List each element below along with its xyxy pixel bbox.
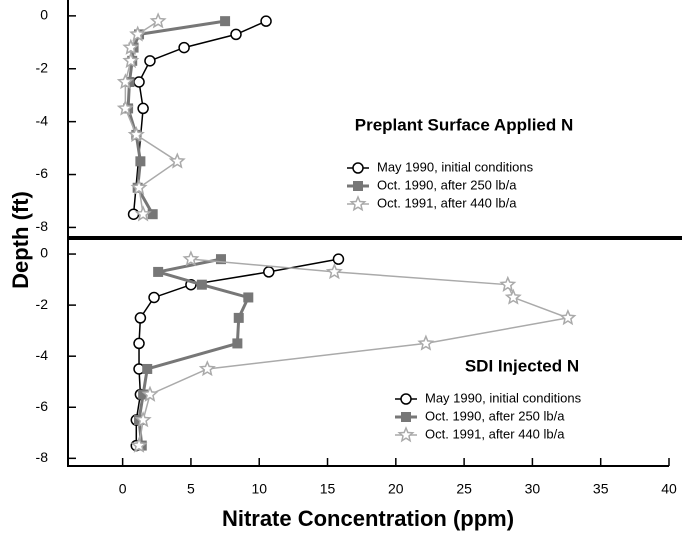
data-point [233, 312, 244, 323]
panel-title: Preplant Surface Applied N [355, 115, 574, 134]
series-line [135, 258, 339, 446]
data-point [198, 360, 216, 377]
x-tick-label: 35 [593, 481, 609, 497]
data-point [168, 152, 186, 169]
data-point [129, 25, 147, 42]
legend-label: Oct. 1990, after 250 lb/a [377, 177, 517, 192]
data-point [138, 389, 149, 400]
series-line [137, 257, 251, 446]
data-point [260, 15, 272, 27]
data-point [116, 99, 134, 116]
data-point [133, 337, 145, 350]
data-point [130, 178, 148, 195]
data-point [137, 102, 149, 115]
data-point [220, 16, 231, 27]
x-tick-label: 5 [187, 481, 195, 497]
data-point [134, 411, 152, 428]
y-tick-label: -8 [36, 218, 49, 234]
data-point [196, 279, 207, 290]
y-tick-label: -2 [36, 59, 49, 75]
data-point [147, 209, 158, 220]
legend-marker [401, 412, 411, 422]
data-point [504, 288, 522, 305]
data-point [153, 266, 164, 277]
data-point [332, 253, 345, 265]
legend-label: Oct. 1990, after 250 lb/a [425, 408, 565, 423]
y-tick-label: -6 [36, 165, 49, 181]
data-point [134, 205, 152, 222]
x-tick-label: 10 [251, 481, 267, 497]
data-point [232, 338, 243, 349]
y-tick-label: -2 [36, 296, 49, 312]
data-point [134, 312, 147, 324]
legend-label: Oct. 1991, after 440 lb/a [425, 426, 565, 441]
x-axis-label: Nitrate Concentration (ppm) [222, 506, 514, 531]
x-tick-label: 40 [661, 481, 677, 497]
data-point [133, 76, 145, 88]
legend-label: Oct. 1991, after 440 lb/a [377, 195, 517, 210]
legend-label: May 1990, initial conditions [377, 159, 534, 174]
panel-title: SDI Injected N [465, 356, 579, 375]
legend-marker [397, 426, 415, 443]
data-point [141, 385, 159, 402]
y-tick-label: -4 [36, 347, 49, 363]
x-tick-label: 30 [525, 481, 541, 497]
data-point [122, 38, 140, 55]
y-axis-label: Depth (ft) [8, 191, 33, 289]
x-tick-label: 25 [456, 481, 472, 497]
y-tick-label: -6 [36, 398, 49, 414]
legend-marker [353, 181, 363, 191]
legend-label: May 1990, initial conditions [425, 390, 582, 405]
legend-marker [352, 162, 364, 174]
data-point [144, 55, 156, 67]
x-tick-label: 15 [320, 481, 336, 497]
y-tick-label: 0 [40, 7, 48, 23]
data-point [215, 254, 226, 265]
data-point [243, 292, 254, 303]
x-tick-label: 0 [119, 481, 127, 497]
legend-marker [349, 195, 367, 212]
x-tick-label: 20 [388, 481, 404, 497]
series-line [138, 258, 571, 446]
y-tick-label: 0 [40, 245, 48, 261]
data-point [182, 250, 200, 267]
series-line [132, 20, 267, 215]
data-point [127, 125, 145, 143]
data-point [325, 262, 343, 280]
data-point [148, 291, 160, 304]
data-point [135, 156, 146, 167]
series-line [124, 20, 179, 215]
data-point [417, 334, 435, 351]
data-point [149, 12, 167, 29]
data-point [127, 208, 140, 220]
data-point [263, 266, 275, 278]
data-point [130, 436, 148, 453]
y-tick-label: -8 [36, 449, 49, 465]
y-tick-label: -4 [36, 112, 49, 128]
data-point [142, 363, 153, 374]
series-line [126, 19, 226, 215]
data-point [559, 308, 577, 326]
legend-marker [400, 393, 412, 405]
data-point [499, 275, 517, 293]
data-point [122, 51, 140, 69]
data-point [116, 73, 134, 90]
data-point [230, 28, 242, 41]
data-point [178, 41, 190, 54]
